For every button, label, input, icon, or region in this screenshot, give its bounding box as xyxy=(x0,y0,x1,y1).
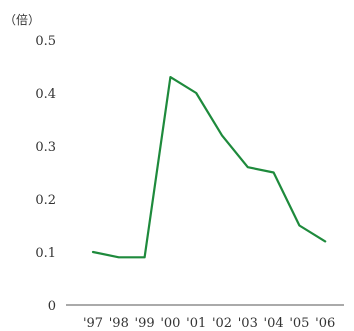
y-tick-label: 0.2 xyxy=(35,193,56,208)
x-axis-ticks: '97 '98 '99 '00 '01 '02 '03 '04 '05 '06 xyxy=(83,316,335,331)
x-tick-label: '98 xyxy=(109,316,129,331)
y-tick-label: 0.4 xyxy=(35,87,56,102)
series-layer xyxy=(91,75,327,259)
x-tick-label: '05 xyxy=(289,316,309,331)
x-tick-label: '00 xyxy=(160,316,180,331)
x-tick-label: '06 xyxy=(315,316,335,331)
y-axis-ticks: 0 0.1 0.2 0.3 0.4 0.5 xyxy=(35,34,56,314)
y-tick-label: 0.5 xyxy=(35,34,56,49)
series-line xyxy=(91,75,327,259)
x-tick-label: '03 xyxy=(238,316,258,331)
y-tick-label: 0.1 xyxy=(35,246,56,261)
x-tick-label: '01 xyxy=(186,316,206,331)
y-tick-label: 0 xyxy=(48,299,56,314)
x-tick-label: '99 xyxy=(135,316,155,331)
y-unit-label: （倍） xyxy=(4,12,40,27)
x-tick-label: '02 xyxy=(212,316,232,331)
y-tick-label: 0.3 xyxy=(35,140,56,155)
x-tick-label: '97 xyxy=(83,316,103,331)
x-tick-label: '04 xyxy=(264,316,284,331)
